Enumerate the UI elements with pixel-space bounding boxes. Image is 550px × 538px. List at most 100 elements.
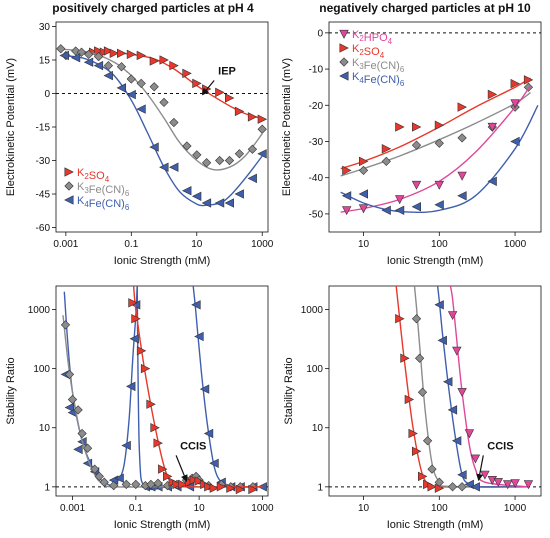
data-point <box>480 470 490 480</box>
data-point <box>457 133 467 143</box>
data-point <box>523 75 534 85</box>
legend-subscript: 2 <box>84 172 89 181</box>
data-point <box>140 363 151 374</box>
data-point <box>169 60 179 71</box>
data-point <box>381 144 392 154</box>
data-point <box>487 122 497 132</box>
legend-text: K <box>77 195 85 207</box>
data-point <box>149 56 160 66</box>
data-point <box>457 470 467 480</box>
data-point <box>257 482 267 492</box>
data-point <box>434 200 444 210</box>
annotation: CCIS <box>476 440 514 482</box>
data-point <box>194 331 204 342</box>
data-point <box>224 198 234 208</box>
data-point <box>434 300 444 310</box>
data-point <box>487 89 498 100</box>
fit-curve <box>136 286 195 491</box>
data-point <box>149 82 159 92</box>
data-point <box>381 205 391 215</box>
plot-area <box>60 286 267 495</box>
y-axis-label: Electrokinetic Potential (mV) <box>281 58 293 196</box>
data-point <box>109 480 119 491</box>
y-axis-label: Electrokinetic Potential (mV) <box>5 58 17 196</box>
data-point <box>128 298 138 308</box>
data-point <box>159 162 169 172</box>
data-point <box>116 62 127 72</box>
data-point <box>77 428 87 439</box>
data-point <box>358 156 369 167</box>
y-tick-label: -45 <box>36 190 51 201</box>
data-point <box>182 141 192 151</box>
data-point <box>395 122 405 132</box>
data-point <box>470 482 480 492</box>
data-point <box>234 106 245 117</box>
data-point <box>447 311 458 321</box>
data-point <box>149 142 159 152</box>
x-axis-label: Ionic Strength (mM) <box>387 255 484 267</box>
data-point <box>235 484 246 495</box>
data-point <box>457 388 467 398</box>
panel-stability-negative: Ionic Strength (mM) Stability Ratio 10 10… <box>283 285 542 531</box>
data-point <box>189 475 200 485</box>
legend-entry: K2SO4 <box>352 43 385 60</box>
chart-title: positively charged particles at pH 4 <box>52 1 254 15</box>
data-point <box>158 464 168 474</box>
legend-subscript: 6 <box>400 65 405 74</box>
y-tick-label: -10 <box>309 65 324 76</box>
y-tick-label: 1 <box>44 482 50 493</box>
data-point <box>73 405 83 415</box>
chart-layer: 10 100 10000-10-20-30-40-50K2HPO4K2SO4K3Fe… <box>309 28 541 250</box>
data-point <box>203 428 214 439</box>
data-point <box>204 482 214 492</box>
x-tick-label: 10 <box>191 239 203 250</box>
data-point <box>150 423 160 433</box>
legend-subscript: 2 <box>359 48 364 57</box>
legend-text: Fe(CN) <box>364 60 400 72</box>
data-point <box>434 138 444 148</box>
data-point <box>447 482 458 492</box>
data-point <box>191 191 202 201</box>
x-tick-label: 0.1 <box>129 503 143 514</box>
data-point <box>172 479 182 490</box>
annotation-arrow <box>201 80 215 96</box>
data-point <box>103 70 113 81</box>
y-tick-label: 30 <box>39 22 51 33</box>
x-axis-label: Ionic Strength (mM) <box>387 519 484 531</box>
data-point <box>116 83 126 93</box>
data-point <box>447 405 458 415</box>
y-ticks: 1 10 100 1000 <box>28 305 56 493</box>
data-point <box>411 314 422 324</box>
x-tick-label: 1000 <box>504 239 527 250</box>
data-point <box>109 48 120 58</box>
data-point <box>247 112 258 122</box>
data-point <box>136 346 147 356</box>
x-ticks: 10 100 1000 <box>358 496 527 514</box>
data-point <box>99 477 109 487</box>
data-point <box>169 117 179 128</box>
y-tick-label: 0 <box>44 89 50 100</box>
plot-frame <box>328 21 542 233</box>
data-point <box>178 479 188 490</box>
plot-area <box>395 286 534 493</box>
x-tick-label: 1000 <box>251 503 274 514</box>
data-point <box>163 471 173 482</box>
legend-marker <box>64 195 74 205</box>
plot-frame <box>328 285 542 497</box>
legend-entry: K4Fe(CN)6 <box>77 195 130 212</box>
series-K2HPO4 <box>447 286 534 490</box>
data-point <box>395 195 405 205</box>
data-point <box>342 206 352 216</box>
x-tick-label: 10 <box>358 239 370 250</box>
data-point <box>136 78 146 89</box>
data-point <box>182 186 192 196</box>
data-point <box>71 46 81 56</box>
data-point <box>209 483 220 493</box>
y-tick-label: 1000 <box>28 305 51 316</box>
panel-stability-positive: Ionic Strength (mM) Stability Ratio 0.00… <box>5 285 274 531</box>
data-point <box>191 300 201 310</box>
y-ticks: 0 -10 -20 -30 -40 -50 <box>309 28 329 220</box>
data-point <box>126 89 136 100</box>
panel-zeta-positive: positively charged particles at pH 4 Ion… <box>5 1 274 267</box>
